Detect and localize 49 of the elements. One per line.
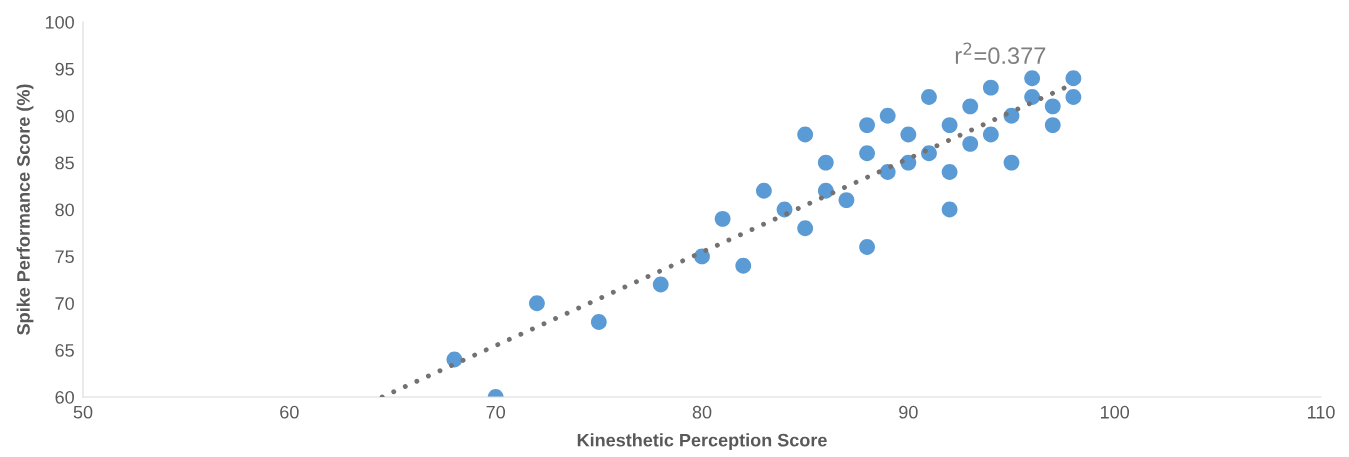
point [941,201,958,218]
x-tick-label: 50 [73,405,93,419]
x-tick-label: 90 [899,405,918,419]
point [921,89,937,105]
point [797,220,814,237]
point [1024,89,1041,105]
point [529,295,545,312]
y-tick-label: 90 [55,109,74,123]
point [1024,70,1041,87]
point [1065,70,1082,87]
x-tick-label: 80 [692,405,712,419]
y-tick-label: 75 [55,250,74,264]
y-tick-label: 95 [55,62,74,76]
point [652,276,669,293]
y-tick-label: 70 [55,297,74,310]
point [941,117,958,134]
point [1065,89,1082,105]
point [859,117,875,134]
point [982,79,999,96]
point [817,154,834,171]
y-tick-label: 85 [55,156,74,170]
point [1003,154,1020,171]
annotation: r$^{2}$=0.377 [955,42,1046,65]
point [962,135,979,152]
point [941,164,958,180]
y-axis-title: Spike Performance Score (%) [16,84,34,335]
y-tick-label: 65 [55,344,74,357]
point [859,145,875,162]
y-tick-label: 60 [55,390,74,404]
point [735,257,752,274]
point [900,126,917,143]
x-axis-title: Kinesthetic Perception Score [577,433,827,451]
point [859,239,875,255]
point [590,314,607,330]
y-tick-label: 100 [45,15,74,29]
x-tick-label: 110 [1307,405,1335,419]
point [962,98,979,115]
x-tick-label: 100 [1100,405,1130,419]
x-tick-label: 60 [280,405,299,419]
point [755,182,772,199]
point [797,126,814,143]
point [1044,98,1061,115]
point [982,126,999,143]
y-tick-label: 80 [55,203,74,217]
point [838,192,855,209]
point [1044,117,1061,134]
point [714,210,731,227]
x-tick-label: 70 [486,405,505,419]
point [879,107,896,124]
